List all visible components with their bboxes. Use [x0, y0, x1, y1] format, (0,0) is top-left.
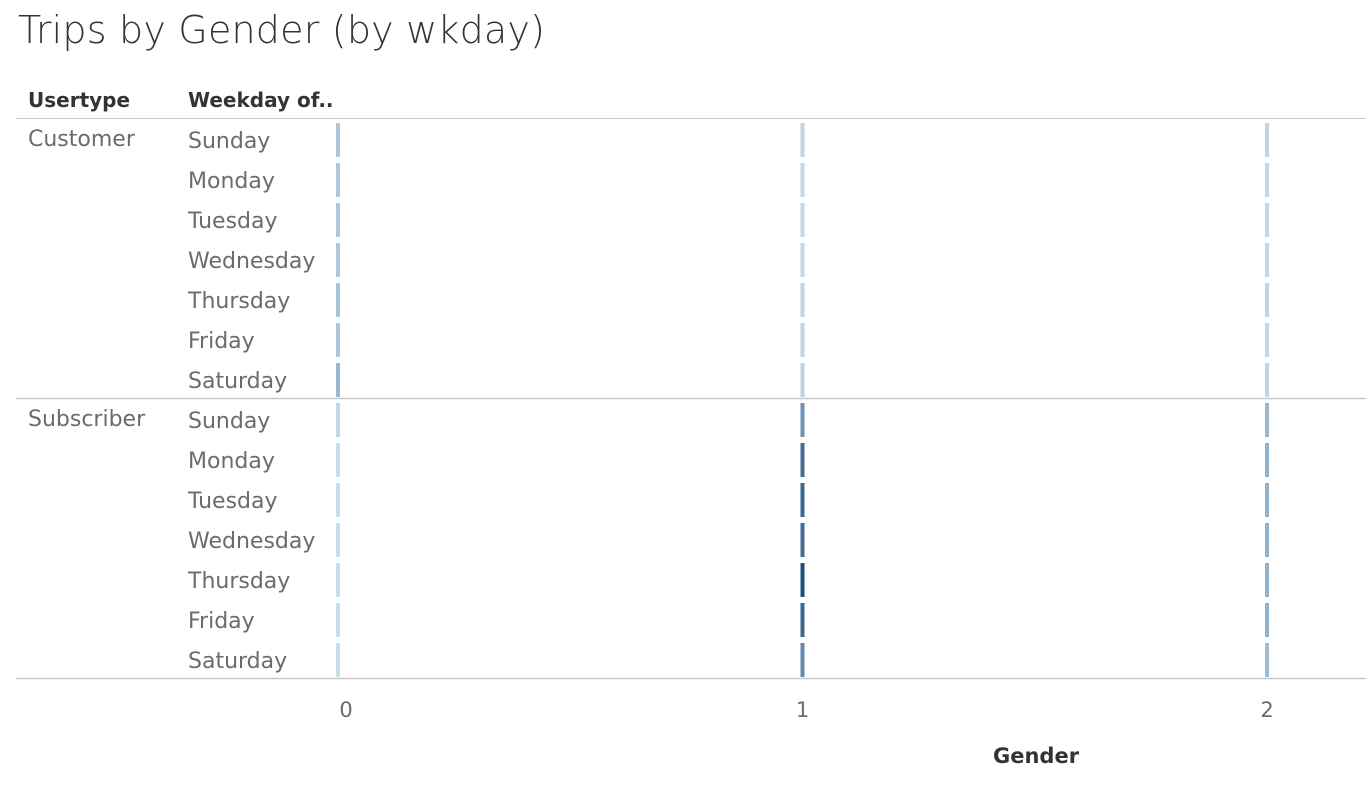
weekday-label: Monday	[188, 169, 275, 194]
heat-mark	[1265, 403, 1269, 437]
heat-mark	[336, 123, 340, 157]
heat-mark	[800, 603, 805, 637]
heat-mark	[1265, 483, 1269, 517]
heat-mark	[800, 403, 805, 437]
heat-mark	[336, 643, 340, 677]
heat-mark	[1265, 603, 1269, 637]
heat-mark	[336, 203, 340, 237]
heat-mark	[800, 203, 805, 237]
heat-mark	[336, 323, 340, 357]
heat-mark	[1265, 643, 1269, 677]
heat-mark	[1265, 443, 1269, 477]
weekday-label: Sunday	[188, 409, 270, 434]
weekday-label: Thursday	[187, 569, 290, 594]
heat-mark	[336, 443, 340, 477]
heat-mark	[336, 363, 340, 397]
x-axis-title: Gender	[993, 744, 1080, 768]
heat-mark	[1265, 523, 1269, 557]
heat-mark	[800, 643, 805, 677]
weekday-label: Saturday	[188, 649, 287, 674]
heat-mark	[800, 563, 805, 597]
heat-mark	[800, 523, 805, 557]
chart-title: Trips by Gender (by wkday)	[18, 8, 546, 52]
heat-mark	[336, 523, 340, 557]
heat-mark	[336, 243, 340, 277]
usertype-header: Usertype	[28, 88, 131, 112]
heat-mark	[336, 563, 340, 597]
weekday-label: Friday	[188, 609, 255, 634]
heat-mark	[1265, 163, 1269, 197]
weekday-label: Saturday	[188, 369, 287, 394]
heat-mark	[336, 283, 340, 317]
heat-mark	[1265, 123, 1269, 157]
heat-mark	[800, 363, 805, 397]
weekday-label: Wednesday	[188, 529, 315, 554]
heat-mark	[800, 283, 805, 317]
x-tick-label: 0	[339, 698, 352, 722]
weekday-label: Monday	[188, 449, 275, 474]
weekday-label: Thursday	[187, 289, 290, 314]
heat-mark	[800, 123, 805, 157]
weekday-label: Tuesday	[187, 489, 278, 514]
heat-mark	[1265, 243, 1269, 277]
weekday-header: Weekday of..	[188, 88, 334, 112]
heat-mark	[1265, 563, 1269, 597]
heat-mark	[1265, 283, 1269, 317]
weekday-label: Sunday	[188, 129, 270, 154]
heat-mark	[800, 243, 805, 277]
x-tick-label: 2	[1260, 698, 1273, 722]
heat-mark	[800, 483, 805, 517]
heat-mark	[1265, 323, 1269, 357]
usertype-label: Customer	[28, 127, 136, 152]
heat-mark	[1265, 203, 1269, 237]
heat-mark	[800, 323, 805, 357]
heat-mark	[800, 443, 805, 477]
heat-mark	[336, 163, 340, 197]
heat-mark	[1265, 363, 1269, 397]
weekday-label: Wednesday	[188, 249, 315, 274]
weekday-label: Tuesday	[187, 209, 278, 234]
heat-mark	[336, 603, 340, 637]
x-tick-label: 1	[796, 698, 809, 722]
heat-mark	[336, 403, 340, 437]
usertype-label: Subscriber	[28, 407, 146, 432]
weekday-label: Friday	[188, 329, 255, 354]
heat-mark	[336, 483, 340, 517]
heat-mark	[800, 163, 805, 197]
